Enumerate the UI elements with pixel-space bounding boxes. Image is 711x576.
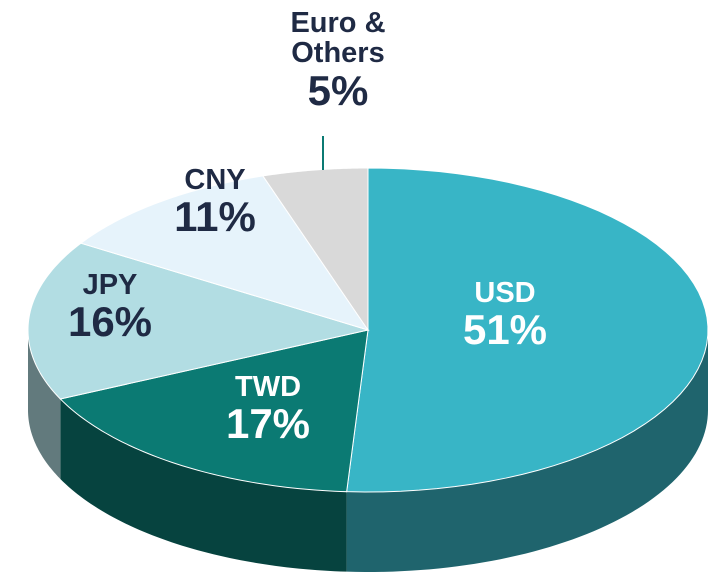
value-label: 17% — [225, 400, 311, 448]
category-label: TWD — [234, 371, 302, 403]
slice — [27, 242, 370, 400]
category-label: JPY — [82, 269, 138, 301]
data-label: JPY 16% — [68, 270, 152, 345]
category-label: Euro & Others — [290, 7, 386, 70]
value-label: 51% — [462, 306, 548, 354]
data-label: TWD 17% — [226, 372, 310, 447]
slice-side — [28, 330, 61, 479]
category-label: USD — [474, 277, 536, 309]
slice — [346, 167, 709, 493]
category-label: CNY — [184, 164, 246, 196]
slice — [79, 175, 370, 331]
slice-side — [60, 398, 347, 572]
value-label: 11% — [174, 193, 256, 241]
data-label: CNY 11% — [174, 165, 256, 240]
slice — [262, 167, 369, 332]
data-label: USD 51% — [463, 278, 547, 353]
data-label: Euro & Others 5% — [278, 8, 398, 113]
value-label: 5% — [307, 66, 369, 114]
slice-side — [346, 330, 708, 572]
slice — [59, 329, 369, 493]
value-label: 16% — [67, 298, 153, 346]
